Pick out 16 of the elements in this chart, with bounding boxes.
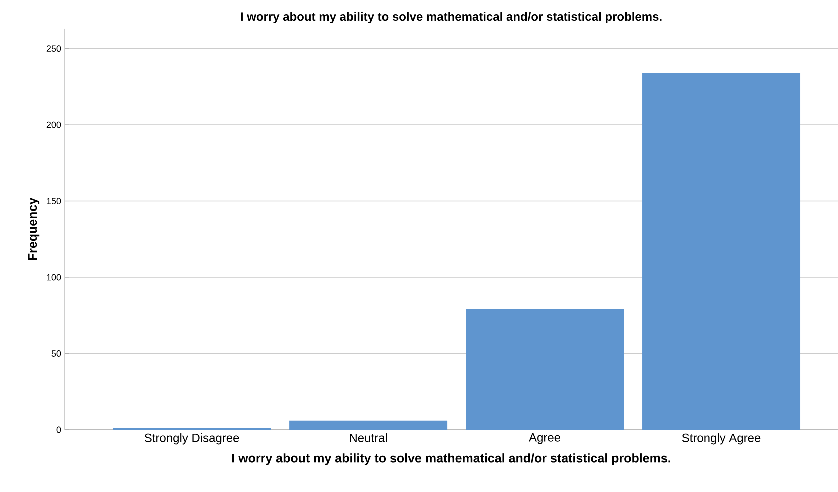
x-tick-label: Strongly Agree bbox=[682, 434, 761, 445]
y-tick-label: 0 bbox=[56, 426, 62, 434]
chart-title: I worry about my ability to solve mathematical and/or statistical problems. bbox=[241, 12, 662, 24]
x-tick-label: Neutral bbox=[350, 434, 388, 442]
bar bbox=[642, 73, 801, 430]
y-axis-title: Frequency bbox=[28, 198, 40, 260]
bar bbox=[466, 310, 624, 430]
y-tick-label: 200 bbox=[46, 122, 62, 128]
x-axis-title: I worry about my ability to solve mathematical and/or statistical problems. bbox=[232, 454, 670, 466]
y-tick-label: 100 bbox=[47, 274, 62, 281]
y-tick-label: 150 bbox=[47, 198, 62, 204]
y-tick-label: 50 bbox=[52, 350, 62, 357]
x-tick-label: Strongly Disagree bbox=[144, 434, 240, 445]
x-tick-label: Agree bbox=[529, 434, 561, 444]
y-tick-label: 250 bbox=[46, 46, 62, 52]
bar bbox=[290, 420, 448, 430]
